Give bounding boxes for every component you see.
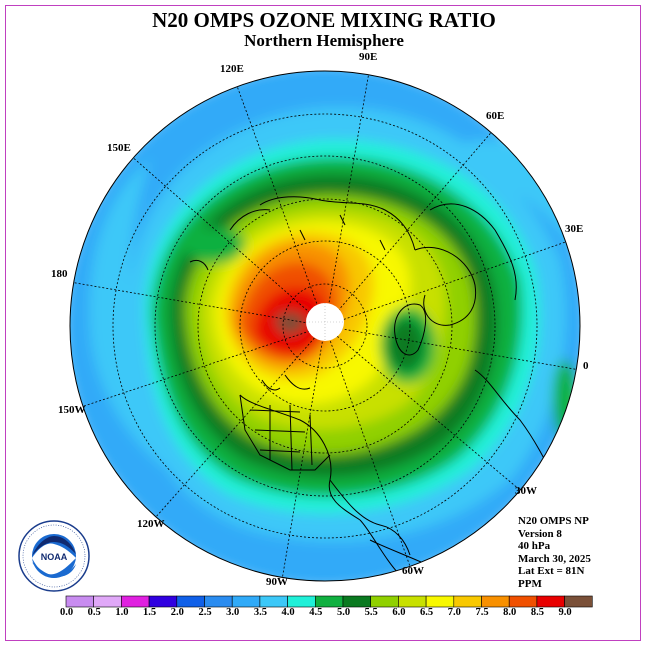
- colorbar-tick-label: 3.5: [253, 607, 267, 618]
- colorbar-tick-label: 3.0: [226, 607, 240, 618]
- info-lat-ext: Lat Ext = 81N: [518, 565, 585, 578]
- colorbar-cell: [314, 595, 344, 608]
- lon-label-30w: 30W: [515, 485, 537, 497]
- colorbar-cell: [287, 595, 316, 608]
- lon-label-0: 0: [583, 360, 589, 372]
- colorbar-cell: [370, 595, 399, 608]
- info-product: N20 OMPS NP: [518, 515, 589, 527]
- map-subtitle: Northern Hemisphere: [244, 31, 404, 50]
- colorbar-cell: [508, 595, 538, 608]
- info-date: March 30, 2025: [518, 552, 591, 565]
- noaa-logo-text: NOAA: [41, 552, 68, 562]
- colorbar-tick-label: 9.0: [558, 607, 572, 618]
- noaa-logo: NOAA: [18, 520, 90, 592]
- lon-label-150e: 150E: [107, 142, 131, 154]
- colorbar-tick-label: 1.0: [115, 607, 129, 618]
- colorbar-tick-label: 4.5: [309, 607, 323, 618]
- colorbar-tick-label: 2.5: [198, 607, 212, 618]
- colorbar-cell: [398, 595, 427, 608]
- colorbar-cell: [65, 595, 95, 608]
- lon-label-30e: 30E: [565, 223, 584, 235]
- colorbar-tick-label: 5.5: [364, 607, 378, 618]
- product-info: N20 OMPS NP Version 8 40 hPa March 30, 2…: [518, 515, 591, 591]
- colorbar-cell: [564, 595, 593, 608]
- coastlines: [189, 196, 556, 581]
- colorbar-cell: [259, 595, 288, 608]
- colorbar-cell: [231, 595, 261, 608]
- info-pressure-level: 40 hPa: [518, 540, 551, 553]
- colorbar-cell: [148, 595, 178, 608]
- lon-label-60e: 60E: [486, 110, 505, 122]
- polar-cap-grid: [306, 303, 344, 341]
- colorbar-tick-label: 7.5: [475, 607, 489, 618]
- colorbar-tick-label: 2.0: [170, 607, 184, 618]
- colorbar-tick-label: 0.0: [59, 607, 74, 618]
- colorbar-tick-label: 8.0: [503, 607, 517, 618]
- colorbar-tick-label: 5.0: [336, 607, 351, 618]
- colorbar-tick-label: 4.0: [281, 607, 295, 618]
- colorbar-cell: [93, 595, 122, 608]
- page-frame: [5, 5, 641, 641]
- colorbar-tick-label: 7.0: [447, 607, 461, 618]
- info-version: Version 8: [518, 527, 562, 540]
- colorbar-tick-label: 6.5: [420, 607, 434, 618]
- colorbar-tick-label: 6.0: [392, 607, 406, 618]
- colorbar-cell: [536, 595, 565, 608]
- colorbar-cell: [204, 595, 233, 608]
- lon-label-120w: 120W: [137, 518, 165, 530]
- colorbar-tick-label: 0.5: [87, 607, 101, 618]
- lon-label-90e: 90E: [359, 51, 378, 63]
- colorbar-cell: [425, 595, 455, 608]
- colorbar-cell: [481, 595, 510, 608]
- lon-label-150w: 150W: [58, 404, 86, 416]
- map-title: N20 OMPS OZONE MIXING RATIO: [152, 8, 496, 32]
- lon-label-90w: 90W: [266, 576, 288, 588]
- graticule: [70, 71, 580, 581]
- colorbar-tick-label: 8.5: [530, 607, 544, 618]
- colorbar-cell: [342, 595, 372, 608]
- colorbar-cell: [453, 595, 482, 608]
- lon-label-60w: 60W: [402, 565, 424, 577]
- map-boundary: [69, 70, 581, 582]
- colorbar-cell: [121, 595, 150, 608]
- colorbar-tick-label: 1.5: [143, 607, 157, 618]
- lon-label-180: 180: [51, 268, 68, 280]
- info-units: PPM: [518, 577, 542, 590]
- lon-label-120e: 120E: [220, 63, 244, 75]
- colorbar-cell: [176, 595, 205, 608]
